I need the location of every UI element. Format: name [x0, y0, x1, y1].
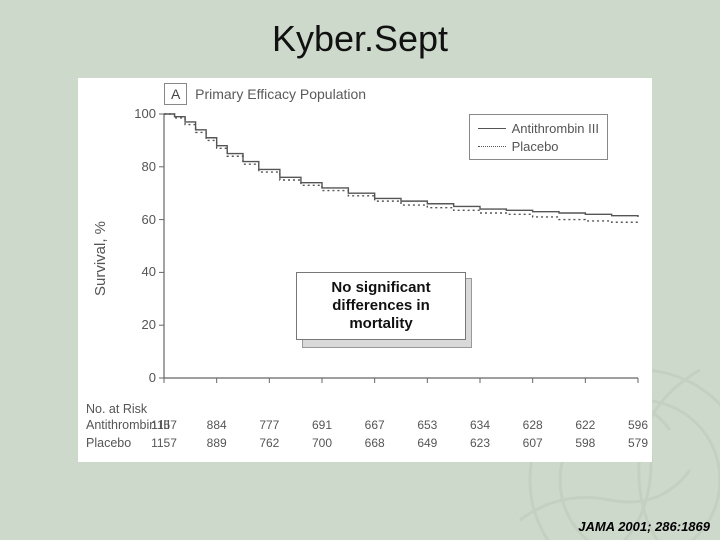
risk-cell: 607 [512, 436, 554, 450]
risk-cell: 598 [564, 436, 606, 450]
risk-cell: 579 [617, 436, 659, 450]
citation: JAMA 2001; 286:1869 [578, 519, 710, 534]
risk-cell: 596 [617, 418, 659, 432]
risk-cell: 622 [564, 418, 606, 432]
risk-cell: 1157 [143, 436, 185, 450]
risk-cell: 653 [406, 418, 448, 432]
callout-box: No significant differences in mortality [296, 272, 466, 340]
risk-cell: 634 [459, 418, 501, 432]
risk-cell: 777 [248, 418, 290, 432]
risk-cell: 649 [406, 436, 448, 450]
risk-cell: 889 [196, 436, 238, 450]
risk-table-header: No. at Risk [86, 402, 147, 416]
callout-line: mortality [349, 315, 412, 332]
risk-cell: 1157 [143, 418, 185, 432]
survival-figure: A Primary Efficacy Population Antithromb… [78, 78, 652, 462]
callout-line: No significant [331, 279, 430, 296]
risk-cell: 667 [354, 418, 396, 432]
risk-cell: 884 [196, 418, 238, 432]
risk-cell: 700 [301, 436, 343, 450]
risk-cell: 691 [301, 418, 343, 432]
risk-cell: 628 [512, 418, 554, 432]
risk-cell: 762 [248, 436, 290, 450]
survival-plot [78, 78, 652, 398]
risk-cell: 668 [354, 436, 396, 450]
risk-cell: 623 [459, 436, 501, 450]
callout-line: differences in [332, 297, 430, 314]
slide-title: Kyber.Sept [0, 18, 720, 60]
risk-row-label: Placebo [86, 436, 131, 450]
